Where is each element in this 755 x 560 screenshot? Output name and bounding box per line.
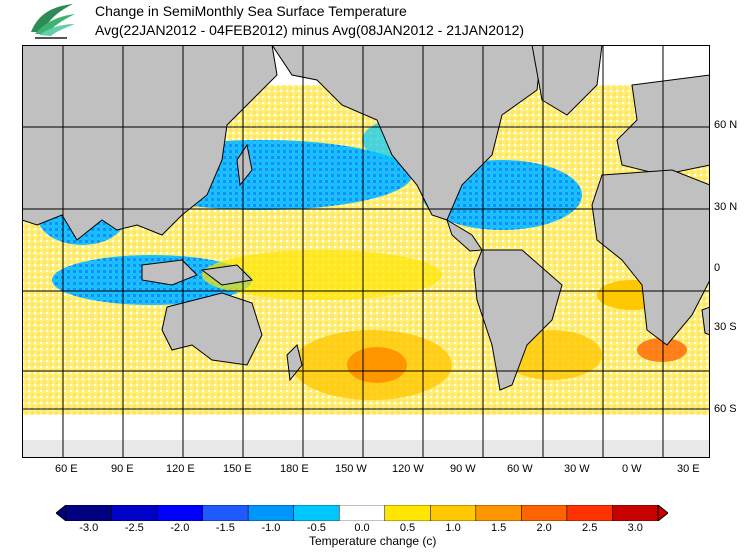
lon-tick: 120 W — [392, 463, 424, 475]
lat-tick: 60 S — [714, 403, 737, 415]
colorbar-max-arrow — [657, 505, 668, 521]
colorbar-swatch — [430, 505, 477, 521]
lon-tick: 60 W — [507, 463, 533, 475]
colorbar-swatch — [293, 505, 340, 521]
colorbar-tick-label: 0.5 — [399, 522, 416, 534]
colorbar-title: Temperature change (c) — [309, 534, 437, 548]
colorbar-tick-label: -2.0 — [170, 522, 190, 534]
colorbar-min-arrow — [56, 505, 67, 521]
page-title: Change in SemiMonthly Sea Surface Temper… — [95, 3, 407, 19]
lat-tick: 30 S — [714, 321, 737, 333]
colorbar-tick-label: -0.5 — [306, 522, 326, 534]
lon-tick: 120 E — [166, 463, 195, 475]
lon-tick: 90 E — [111, 463, 134, 475]
colorbar-tick-label: 0.0 — [354, 522, 370, 534]
map-grid — [22, 45, 710, 458]
sst-map — [22, 45, 710, 458]
lon-tick: 90 W — [450, 463, 476, 475]
colorbar-swatch — [202, 505, 249, 521]
colorbar-tick-label: 1.0 — [445, 522, 461, 534]
lon-tick: 0 W — [622, 463, 642, 475]
colorbar-swatch — [612, 505, 659, 521]
colorbar-swatch — [475, 505, 522, 521]
colorbar-swatch — [521, 505, 568, 521]
colorbar-tick-label: -1.0 — [261, 522, 281, 534]
land-masses — [22, 45, 710, 458]
colorbar-swatch — [566, 505, 613, 521]
colorbar-swatch — [247, 505, 294, 521]
colorbar-tick-label: 3.0 — [627, 522, 643, 534]
colorbar-swatch — [111, 505, 158, 521]
page-subtitle: Avg(22JAN2012 - 04FEB2012) minus Avg(08J… — [95, 22, 525, 38]
agency-logo — [25, 2, 77, 42]
colorbar-tick-label: 2.5 — [582, 522, 598, 534]
lat-tick: 60 N — [714, 119, 738, 131]
lon-tick: 180 E — [280, 463, 309, 475]
colorbar-tick-label: -2.5 — [124, 522, 144, 534]
lon-tick: 60 E — [55, 463, 78, 475]
colorbar-tick-label: 2.0 — [536, 522, 552, 534]
colorbar-swatch — [384, 505, 431, 521]
colorbar-tick-label: 1.5 — [490, 522, 507, 534]
lon-tick: 30 W — [564, 463, 590, 475]
colorbar — [56, 505, 668, 521]
lat-tick: 30 N — [714, 201, 738, 213]
colorbar-tick-label: -1.5 — [215, 522, 235, 534]
lon-tick: 30 E — [677, 463, 700, 475]
colorbar-tick-label: -3.0 — [79, 522, 99, 534]
lon-tick: 150 W — [335, 463, 367, 475]
colorbar-swatch — [156, 505, 203, 521]
lon-tick: 150 E — [223, 463, 252, 475]
lat-tick: 0 — [714, 262, 721, 274]
colorbar-swatch — [338, 505, 386, 521]
colorbar-swatch — [65, 505, 112, 521]
